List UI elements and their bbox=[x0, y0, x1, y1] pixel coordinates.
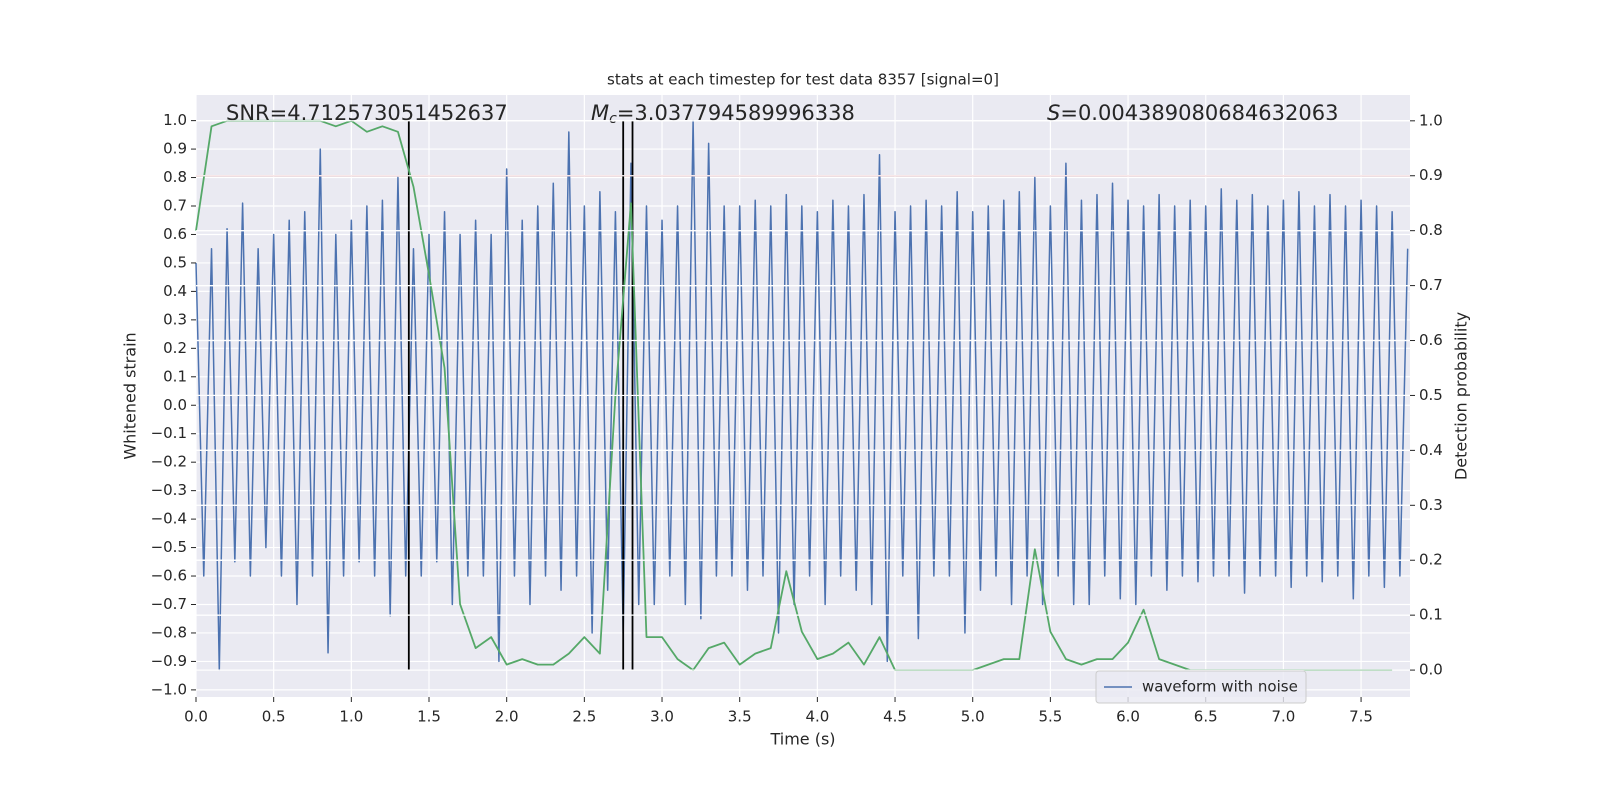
x-tick-label: 4.0 bbox=[805, 708, 829, 726]
x-tick-label: 1.0 bbox=[339, 708, 363, 726]
y-tick-label: −0.5 bbox=[151, 538, 187, 556]
x-tick-label: 2.5 bbox=[572, 708, 596, 726]
y2-tick-label: 0.6 bbox=[1419, 331, 1443, 349]
legend-box bbox=[1095, 670, 1307, 704]
series-line bbox=[195, 119, 1409, 671]
y-axis-label: Whitened strain bbox=[121, 332, 140, 459]
mc-subscript: c bbox=[609, 111, 617, 127]
legend-label: waveform with noise bbox=[1142, 678, 1298, 696]
y-tick-label: −1.0 bbox=[151, 680, 187, 698]
y2-tick-label: 0.7 bbox=[1419, 276, 1443, 294]
y-tick-label: 0.7 bbox=[163, 197, 187, 215]
y2-tick-label: 0.1 bbox=[1419, 606, 1443, 624]
x-tick-label: 2.0 bbox=[495, 708, 519, 726]
y2-tick-label: 0.8 bbox=[1419, 221, 1443, 239]
x-tick-label: 6.0 bbox=[1116, 708, 1140, 726]
y-tick-label: −0.9 bbox=[151, 652, 187, 670]
y2-tick-label: 0.9 bbox=[1419, 166, 1443, 184]
y-tick-label: 0.8 bbox=[163, 168, 187, 186]
chart-title: stats at each timestep for test data 835… bbox=[607, 71, 999, 89]
x-tick-label: 5.0 bbox=[961, 708, 985, 726]
y-tick-label: −0.6 bbox=[151, 567, 187, 585]
y-tick-label: −0.8 bbox=[151, 623, 187, 641]
y-tick-label: 0.1 bbox=[163, 367, 187, 385]
x-tick-label: 0.0 bbox=[184, 708, 208, 726]
y-tick-label: 0.6 bbox=[163, 225, 187, 243]
y-tick-label: −0.1 bbox=[151, 424, 187, 442]
x-axis-label: Time (s) bbox=[769, 730, 835, 749]
y-tick-label: 0.9 bbox=[163, 140, 187, 158]
y2-tick-label: 0.0 bbox=[1419, 661, 1443, 679]
x-tick-label: 4.5 bbox=[883, 708, 907, 726]
x-tick-label: 3.0 bbox=[650, 708, 674, 726]
y-tick-label: −0.7 bbox=[151, 595, 187, 613]
x-tick-label: 3.5 bbox=[728, 708, 752, 726]
y-tick-label: 0.3 bbox=[163, 310, 187, 328]
s-symbol: S bbox=[1047, 101, 1060, 125]
y2-tick-label: 0.5 bbox=[1419, 386, 1443, 404]
y-tick-label: 0.0 bbox=[163, 396, 187, 414]
y2-tick-label: 0.3 bbox=[1419, 496, 1443, 514]
y2-tick-label: 0.2 bbox=[1419, 551, 1443, 569]
x-tick-label: 7.0 bbox=[1271, 708, 1295, 726]
y-tick-label: −0.4 bbox=[151, 510, 187, 528]
y-tick-label: −0.3 bbox=[151, 481, 187, 499]
x-tick-label: 1.5 bbox=[417, 708, 441, 726]
x-tick-label: 6.5 bbox=[1194, 708, 1218, 726]
y2-tick-label: 0.4 bbox=[1419, 441, 1443, 459]
y-tick-label: 0.5 bbox=[163, 253, 187, 271]
mc-symbol: M bbox=[591, 101, 609, 125]
y-tick-label: 0.4 bbox=[163, 282, 187, 300]
y-tick-label: 0.2 bbox=[163, 339, 187, 357]
x-tick-label: 5.5 bbox=[1038, 708, 1062, 726]
mc-annotation: Mc=3.037794589996338 bbox=[591, 101, 855, 127]
x-tick-label: 7.5 bbox=[1349, 708, 1373, 726]
y2-tick-label: 1.0 bbox=[1419, 111, 1443, 129]
y2-axis-label: Detection probability bbox=[1452, 312, 1471, 480]
x-tick-label: 0.5 bbox=[262, 708, 286, 726]
y-tick-label: 1.0 bbox=[163, 111, 187, 129]
y-tick-label: −0.2 bbox=[151, 453, 187, 471]
